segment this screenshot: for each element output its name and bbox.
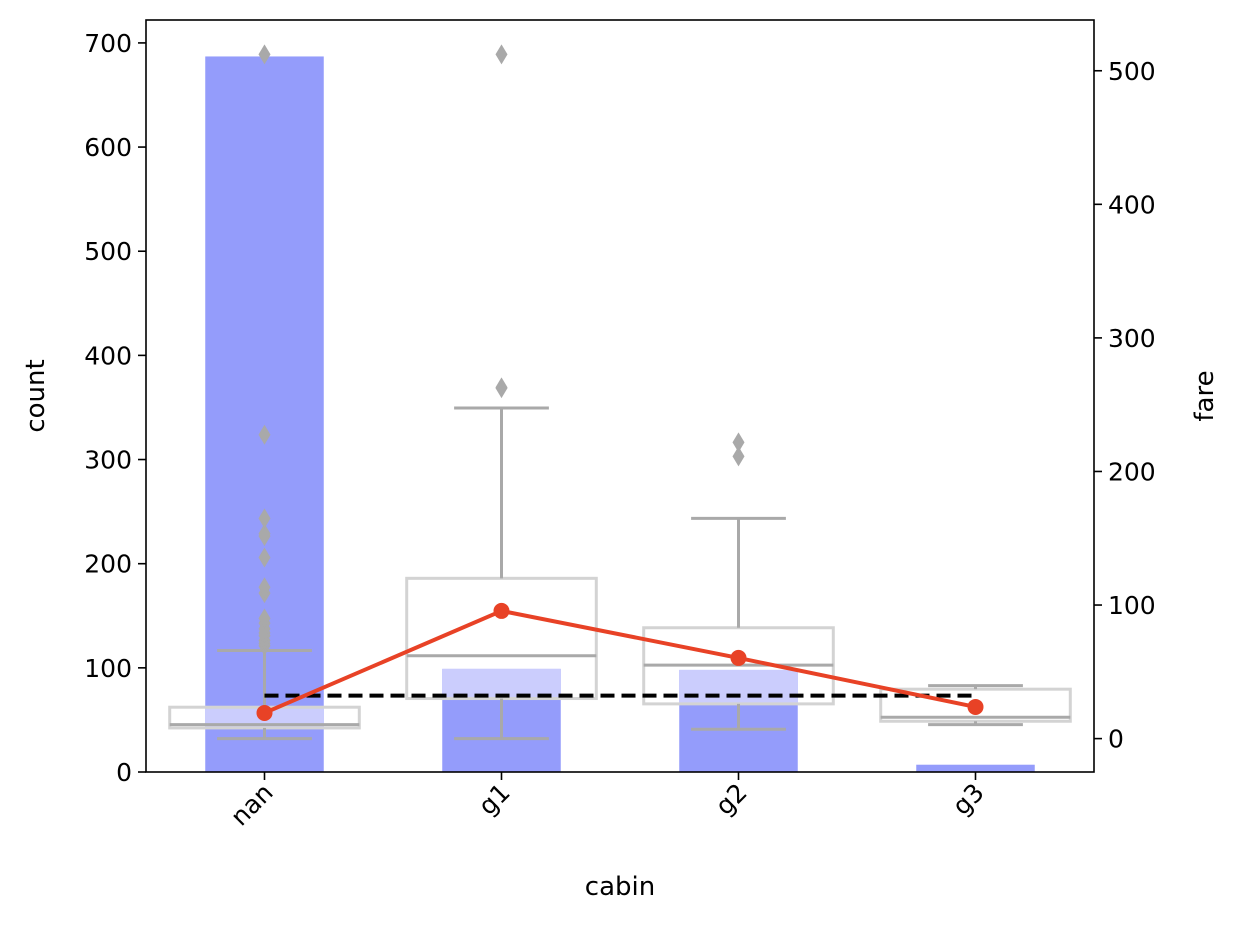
outlier-g1-2 <box>495 44 508 65</box>
x-axis-title: cabin <box>585 872 655 902</box>
left-tick-label-400: 400 <box>84 341 132 370</box>
mean-fare-line <box>263 608 976 715</box>
outlier-nan-7 <box>258 608 271 629</box>
outlier-g2-1 <box>732 432 745 453</box>
outlier-nan-13 <box>258 508 271 529</box>
left-tick-label-700: 700 <box>84 29 132 58</box>
outlier-g2-0 <box>732 446 745 467</box>
x-axis-ticks: nan g1 g2 g3 <box>225 772 990 831</box>
left-y-axis-ticks: 0 100 200 300 400 500 600 700 <box>84 29 146 787</box>
left-tick-label-100: 100 <box>84 654 132 683</box>
outlier-nan-10 <box>258 547 271 568</box>
mean-point-g1 <box>493 602 510 619</box>
right-tick-label-0: 0 <box>1108 725 1124 754</box>
x-tick-label-g2: g2 <box>710 778 753 821</box>
box-overlap-g1 <box>442 668 561 699</box>
mean-point-g3 <box>967 698 984 715</box>
outlier-nan-12 <box>258 523 271 544</box>
right-tick-label-500: 500 <box>1108 57 1156 86</box>
y2-axis-title: fare <box>1190 370 1220 421</box>
left-tick-label-300: 300 <box>84 446 132 475</box>
x-tick-label-g3: g3 <box>947 778 990 821</box>
outlier-nan-14 <box>258 424 271 445</box>
left-tick-label-500: 500 <box>84 237 132 266</box>
right-tick-label-100: 100 <box>1108 591 1156 620</box>
y-axis-title: count <box>21 359 51 432</box>
right-tick-label-200: 200 <box>1108 457 1156 486</box>
lines-layer <box>256 602 984 721</box>
outlier-nan-15 <box>258 44 271 65</box>
right-tick-label-400: 400 <box>1108 190 1156 219</box>
left-tick-label-200: 200 <box>84 550 132 579</box>
boxplots-layer <box>168 44 1072 741</box>
left-tick-label-0: 0 <box>116 758 132 787</box>
left-tick-label-600: 600 <box>84 133 132 162</box>
outlier-nan-9 <box>258 577 271 598</box>
axes-layer <box>145 19 1095 773</box>
box-overlap-g2 <box>679 669 798 704</box>
outlier-g1-1 <box>495 377 508 398</box>
plot-frame <box>145 19 1095 773</box>
mean-point-g2 <box>730 649 747 666</box>
x-tick-label-g1: g1 <box>473 778 516 821</box>
x-tick-label-nan: nan <box>225 778 279 832</box>
bar-g3 <box>916 764 1035 772</box>
mean-point-nan <box>256 704 273 721</box>
right-tick-label-300: 300 <box>1108 324 1156 353</box>
right-y-axis-ticks: 0 100 200 300 400 500 <box>1094 57 1156 754</box>
bars-layer <box>205 56 1035 773</box>
